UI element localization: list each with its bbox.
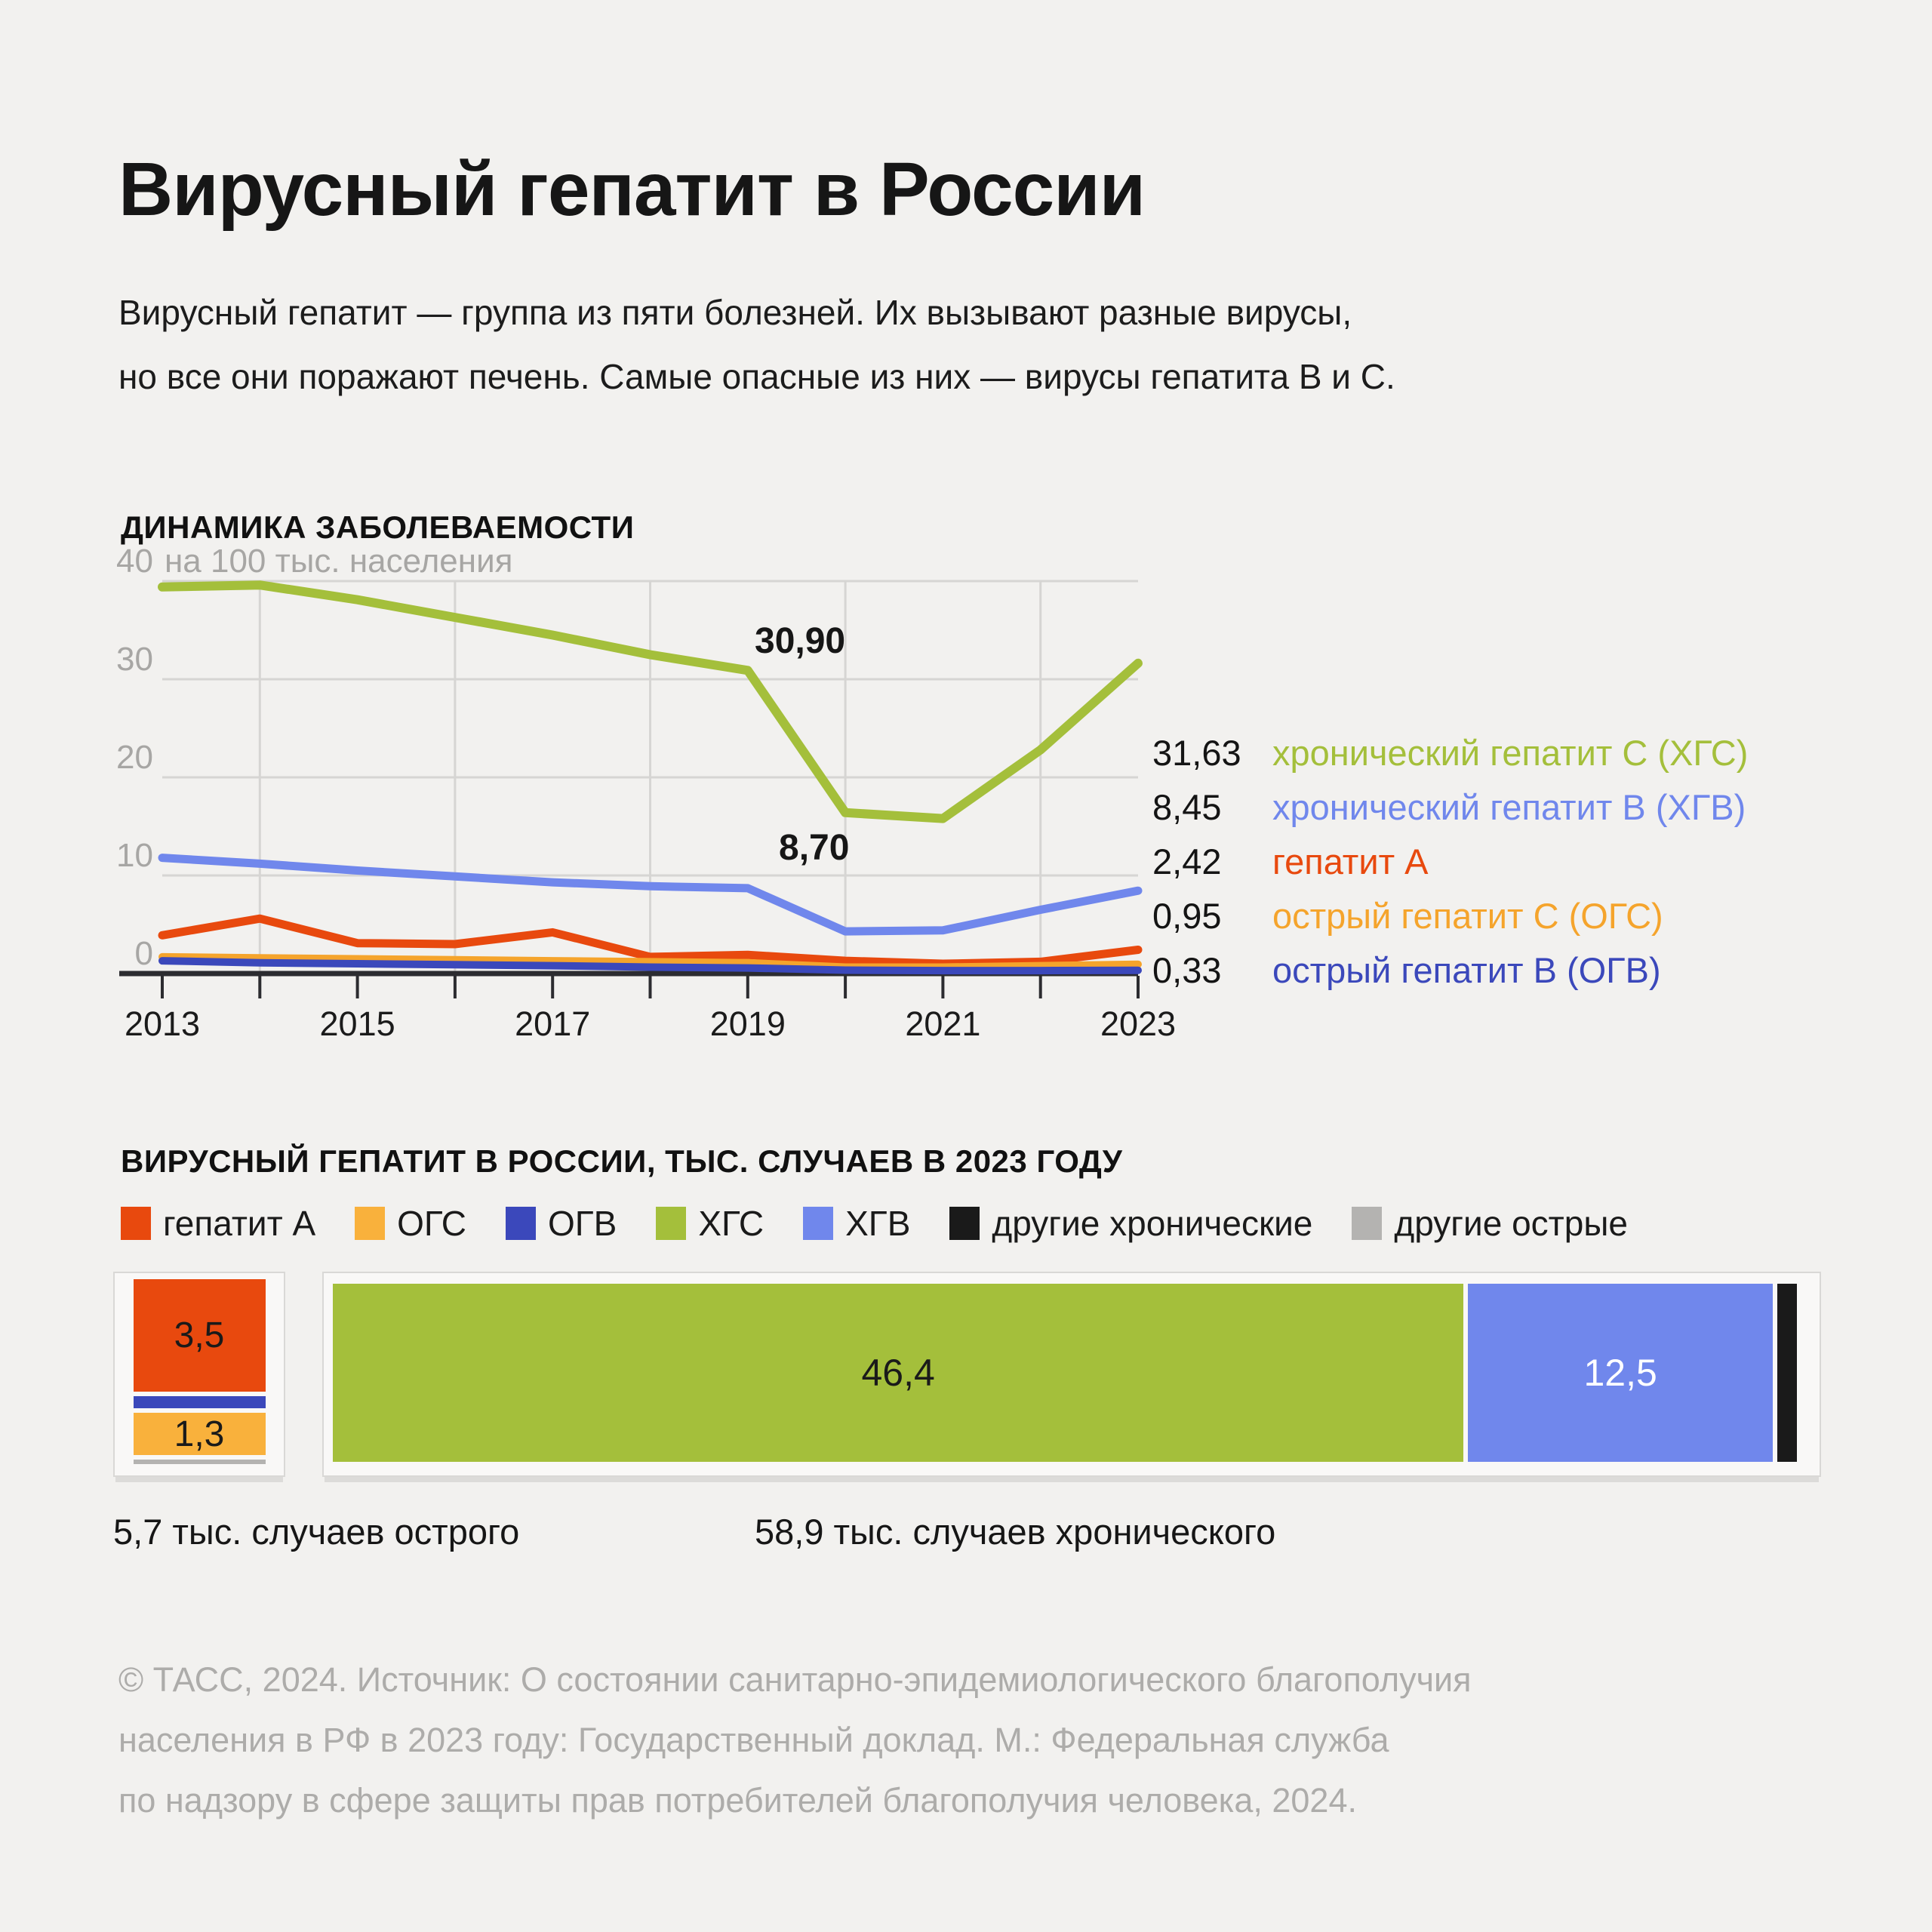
bar-segment-value: 46,4 xyxy=(861,1352,935,1394)
line-legend-label: хронический гепатит C (ХГС) xyxy=(1272,733,1749,773)
acute-total-label: 5,7 тыс. случаев острого xyxy=(113,1512,520,1552)
x-axis-label: 2013 xyxy=(125,1004,200,1043)
intro-paragraph: Вирусный гепатит — группа из пяти болезн… xyxy=(118,281,1395,409)
x-axis-label: 2015 xyxy=(320,1004,395,1043)
footer-line-3: по надзору в сфере защиты прав потребите… xyxy=(118,1781,1357,1820)
legend-swatch-icon xyxy=(505,1207,536,1240)
y-axis-label: 0 xyxy=(135,935,153,972)
line-chart-title: ДИНАМИКА ЗАБОЛЕВАЕМОСТИ xyxy=(121,509,635,545)
bar-segment-value: 3,5 xyxy=(174,1315,225,1355)
chronic-total-label: 58,9 тыс. случаев хронического xyxy=(755,1512,1276,1552)
line-legend-value: 0,95 xyxy=(1152,896,1222,936)
legend-label: гепатит A xyxy=(163,1204,316,1243)
legend-label: ХГС xyxy=(698,1204,764,1243)
x-axis-label: 2017 xyxy=(515,1004,590,1043)
acute-cases-stacked-bar: 3,5 1,3 xyxy=(133,1279,266,1464)
source-footer: © ТАСС, 2024. Источник: О состоянии сани… xyxy=(118,1650,1472,1831)
bar-segment-ОГС: 1,3 xyxy=(133,1413,266,1455)
series-line xyxy=(158,580,1143,823)
line-legend-value: 8,45 xyxy=(1152,787,1222,827)
bar-segment-value: 12,5 xyxy=(1583,1352,1657,1394)
y-axis-unit-label: на 100 тыс. населения xyxy=(165,543,512,580)
footer-line-2: населения в РФ в 2023 году: Государствен… xyxy=(118,1721,1389,1759)
bar-segment-другие острые xyxy=(133,1459,266,1464)
bar-segment-гепатит A: 3,5 xyxy=(133,1279,266,1392)
line-legend-row: 0,95 острый гепатит C (ОГС) xyxy=(1152,895,1748,949)
legend-label: ХГВ xyxy=(845,1204,911,1243)
x-axis-label: 2019 xyxy=(710,1004,786,1043)
chronic-cases-bar-box: 46,4 12,5 xyxy=(322,1272,1821,1477)
line-legend-value: 2,42 xyxy=(1152,841,1222,881)
legend-swatch-icon xyxy=(656,1207,687,1240)
legend-swatch-icon xyxy=(949,1207,980,1240)
y-axis-label: 40 xyxy=(116,543,153,580)
bar-segment-другие хронические xyxy=(1777,1284,1797,1462)
bar-legend-item: гепатит A xyxy=(121,1203,315,1244)
x-axis-label: 2023 xyxy=(1100,1004,1176,1043)
legend-label: ОГС xyxy=(397,1204,466,1243)
y-axis-label: 20 xyxy=(116,739,153,776)
acute-cases-bar-box: 3,5 1,3 xyxy=(113,1272,285,1477)
legend-label: ОГВ xyxy=(547,1204,617,1243)
line-legend-value: 0,33 xyxy=(1152,950,1222,990)
line-legend-row: 2,42 гепатит A xyxy=(1152,841,1748,895)
bar-segment-ОГВ xyxy=(133,1395,266,1409)
series-line xyxy=(158,952,1142,971)
incidence-line-chart: 0 10 20 30 40 на 100 тыс. населения 2013 2015 20… xyxy=(116,543,1176,1043)
legend-swatch-icon xyxy=(1352,1207,1383,1240)
series-line xyxy=(158,957,1142,975)
annotation-hgc-2019: 30,90 xyxy=(755,621,846,661)
bar-segment-ХГС: 46,4 xyxy=(333,1284,1464,1462)
legend-label: другие хронические xyxy=(992,1204,1313,1243)
bar-legend-item: другие хронические xyxy=(949,1203,1312,1244)
intro-line-2: но все они поражают печень. Самые опасны… xyxy=(118,357,1395,396)
page-title: Вирусный гепатит в России xyxy=(118,147,1146,232)
line-legend-label: хронический гепатит B (ХГВ) xyxy=(1272,787,1746,827)
bar-chart-title: ВИРУСНЫЙ ГЕПАТИТ В РОССИИ, ТЫС. СЛУЧАЕВ … xyxy=(121,1143,1123,1179)
series-line xyxy=(158,854,1143,936)
bar-legend-item: ХГВ xyxy=(803,1203,910,1244)
line-legend-label: острый гепатит C (ОГС) xyxy=(1272,896,1663,936)
line-legend-label: гепатит A xyxy=(1272,841,1429,881)
legend-swatch-icon xyxy=(803,1207,834,1240)
bar-legend-item: другие острые xyxy=(1352,1203,1628,1244)
footer-line-1: © ТАСС, 2024. Источник: О состоянии сани… xyxy=(118,1660,1472,1699)
line-legend-row: 8,45 хронический гепатит B (ХГВ) xyxy=(1152,786,1748,841)
intro-line-1: Вирусный гепатит — группа из пяти болезн… xyxy=(118,293,1352,332)
line-legend-label: острый гепатит B (ОГВ) xyxy=(1272,950,1661,990)
bar-segment-ХГВ: 12,5 xyxy=(1468,1284,1773,1462)
chronic-cases-stacked-bar: 46,4 12,5 xyxy=(333,1284,1797,1462)
legend-swatch-icon xyxy=(355,1207,386,1240)
bar-legend-item: ОГС xyxy=(355,1203,466,1244)
bar-legend-item: ХГС xyxy=(656,1203,764,1244)
legend-label: другие острые xyxy=(1394,1204,1628,1243)
line-legend-row: 0,33 острый гепатит B (ОГВ) xyxy=(1152,949,1748,1004)
bar-segment-value: 1,3 xyxy=(174,1414,225,1454)
line-legend-value: 31,63 xyxy=(1152,733,1241,773)
bar-chart-legend: гепатит A ОГС ОГВ ХГС ХГВ другие хронические д… xyxy=(121,1203,1628,1244)
x-axis-label: 2021 xyxy=(905,1004,980,1043)
legend-swatch-icon xyxy=(121,1207,151,1240)
y-axis-label: 10 xyxy=(116,837,153,874)
y-axis-label: 30 xyxy=(116,641,153,678)
annotation-hgb-2019: 8,70 xyxy=(779,828,850,868)
bar-legend-item: ОГВ xyxy=(505,1203,617,1244)
line-legend-row: 31,63 хронический гепатит C (ХГС) xyxy=(1152,732,1748,786)
line-chart-legend: 31,63 хронический гепатит C (ХГС) 8,45 хрон… xyxy=(1152,732,1748,1004)
